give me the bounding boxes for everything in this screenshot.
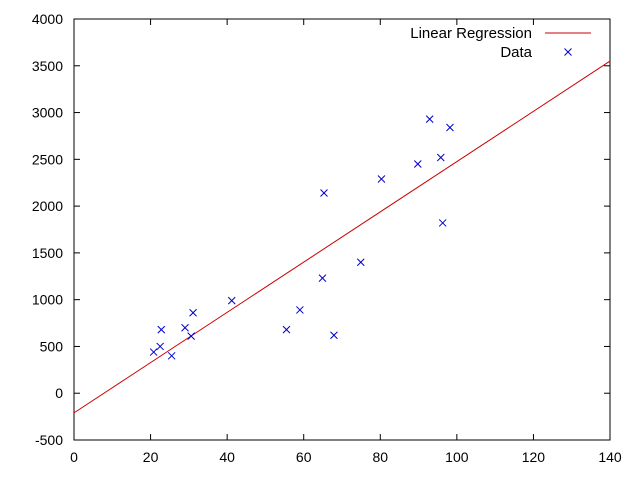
data-point-stroke: [296, 306, 304, 314]
data-point: [377, 175, 386, 183]
data-point: [282, 325, 291, 334]
data-point-stroke: [181, 323, 189, 332]
y-tick-label: 2000: [32, 198, 63, 214]
data-point-stroke: [564, 48, 572, 56]
regression-line: [73, 60, 611, 414]
data-point: [436, 153, 445, 162]
y-tick-label: 500: [40, 338, 64, 354]
data-point: [181, 323, 189, 332]
data-point-stroke: [330, 331, 338, 340]
x-tick-label: 60: [296, 449, 312, 465]
data-point-stroke: [320, 189, 328, 197]
x-tick-label: 140: [598, 449, 622, 465]
y-tick-label: 0: [55, 385, 63, 401]
x-tick-label: 80: [372, 449, 388, 465]
y-tick-label: 2500: [32, 151, 63, 167]
y-tick-label: 1000: [32, 292, 63, 308]
data-point-stroke: [157, 325, 166, 334]
data-point: [320, 189, 328, 197]
axis-ticks: [73, 18, 611, 441]
y-tick-label: 3500: [32, 58, 63, 74]
data-point: [227, 296, 236, 305]
data-point-stroke: [356, 258, 365, 267]
data-point-stroke: [413, 160, 422, 168]
data-point: [438, 219, 447, 227]
x-tick-labels: 0 20 40 60 80 100 120 140: [70, 449, 622, 465]
data-point: [356, 258, 365, 267]
y-tick-label: -500: [35, 432, 63, 448]
data-point: [296, 306, 304, 314]
series-layer: [73, 60, 611, 414]
data-point-stroke: [446, 123, 454, 132]
data-point: [425, 115, 434, 123]
y-tick-labels: -500 0 500 1000 1500 2000 2500 3000 3500 4000: [32, 11, 63, 448]
x-tick-label: 120: [522, 449, 546, 465]
data-point: [149, 348, 158, 356]
y-tick-label: 1500: [32, 245, 63, 261]
legend-label-linear-regression: Linear Regression: [410, 25, 532, 42]
data-point: [318, 274, 327, 283]
data-point-stroke: [187, 332, 196, 341]
data-point-stroke: [425, 115, 434, 123]
data-point-stroke: [189, 308, 197, 317]
data-point: [187, 332, 196, 341]
legend-marker-data: [564, 48, 572, 56]
legend: Linear Regression Data: [410, 25, 591, 61]
data-point-stroke: [227, 296, 236, 305]
data-point-stroke: [438, 219, 447, 227]
data-point-stroke: [156, 342, 164, 351]
x-tick-label: 20: [143, 449, 159, 465]
legend-label-data: Data: [500, 44, 532, 61]
x-tick-label: 40: [219, 449, 235, 465]
plot-frame: [73, 18, 611, 441]
data-point: [446, 123, 454, 132]
data-point-stroke: [167, 351, 176, 360]
data-point: [156, 342, 164, 351]
data-point-stroke: [282, 325, 291, 334]
y-tick-label: 4000: [32, 11, 63, 27]
data-point: [157, 325, 166, 334]
y-tick-label: 3000: [32, 105, 63, 121]
data-point-stroke: [377, 175, 386, 183]
data-point: [413, 160, 422, 168]
data-point-stroke: [149, 348, 158, 356]
x-tick-label: 100: [445, 449, 469, 465]
x-tick-label: 0: [70, 449, 78, 465]
data-point-stroke: [318, 274, 327, 283]
legend-swatch-data: [564, 48, 572, 56]
data-point: [167, 351, 176, 360]
data-point-stroke: [436, 153, 445, 162]
data-point: [189, 308, 197, 317]
data-point: [330, 331, 338, 340]
